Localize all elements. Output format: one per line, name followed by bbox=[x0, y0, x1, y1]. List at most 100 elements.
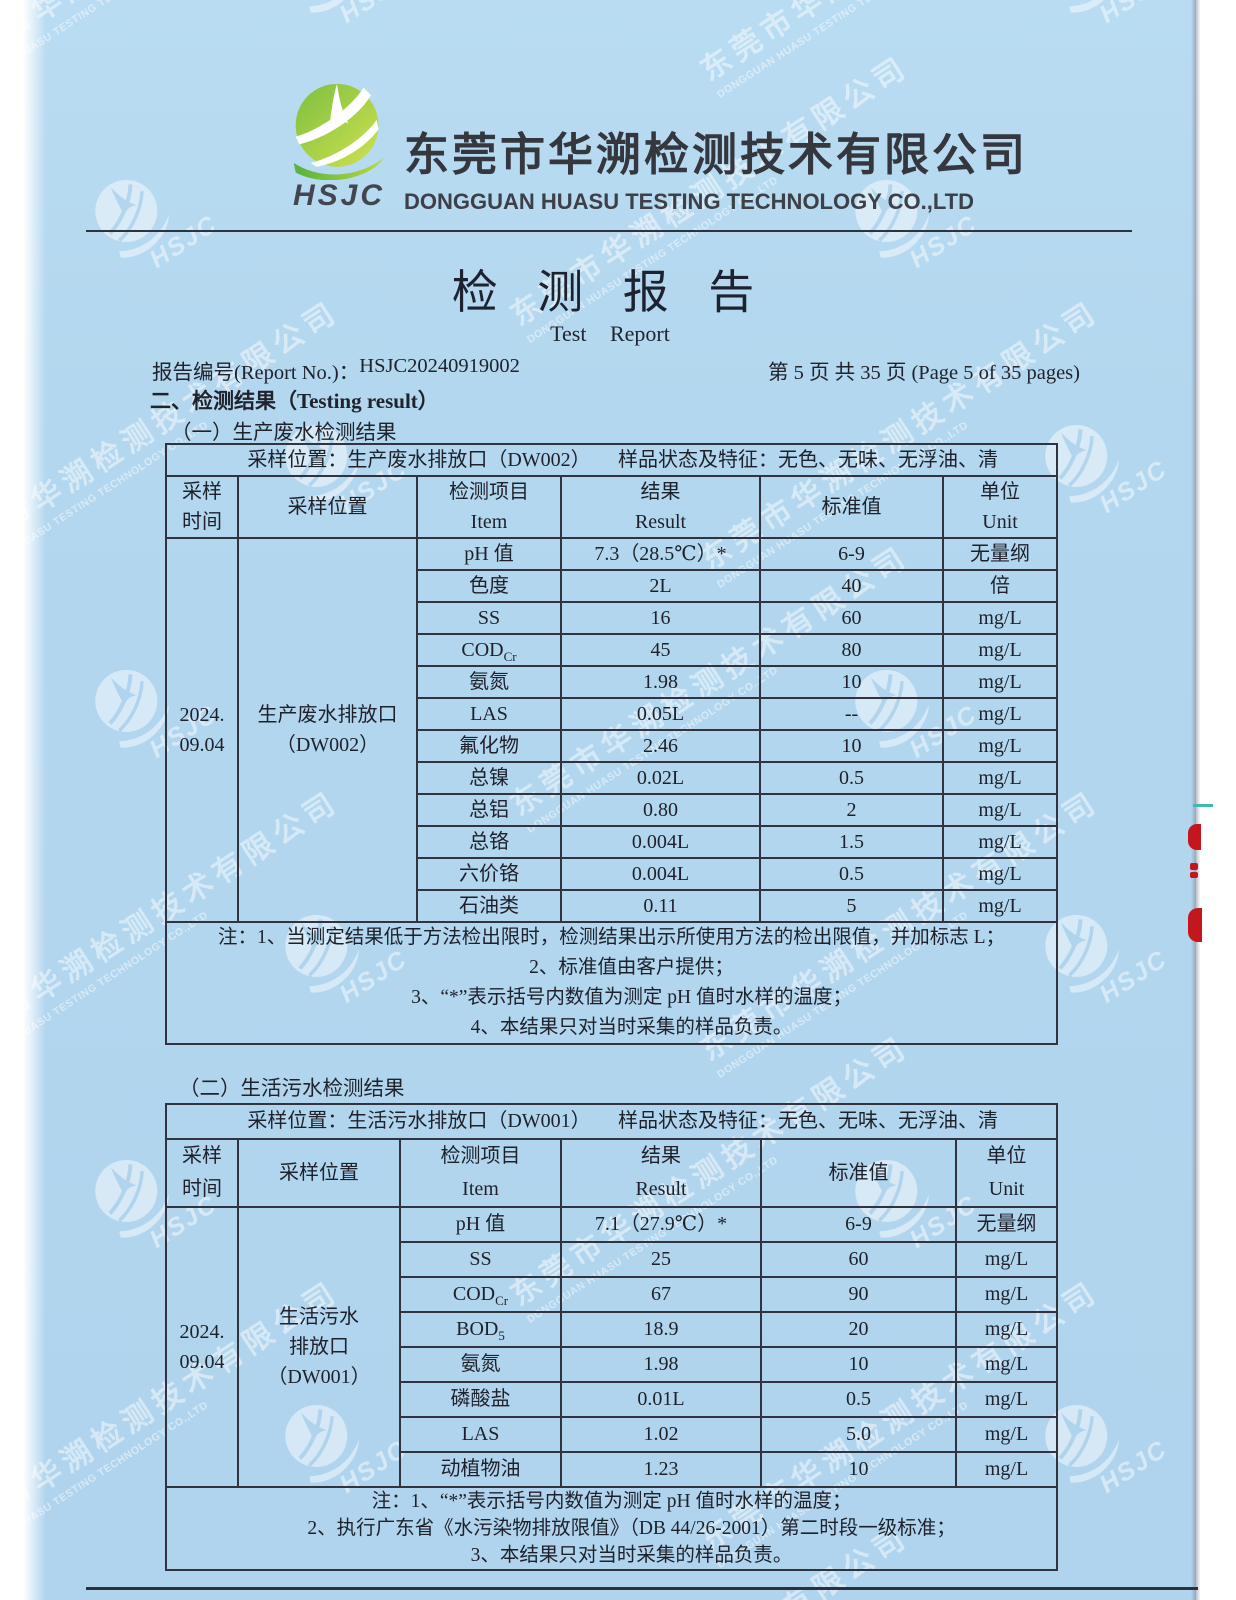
section-testing-result: 二、检测结果（Testing result） bbox=[150, 389, 439, 413]
standard-cell: 2 bbox=[759, 793, 944, 827]
sample-info-row: 采样位置：生产废水排放口（DW002） 样品状态及特征：无色、无味、无浮油、清 bbox=[164, 443, 1059, 477]
result-cell: 1.02 bbox=[560, 1416, 762, 1453]
red-stamp-edge-mark bbox=[1190, 863, 1198, 870]
company-names: 东莞市华溯检测技术有限公司 DONGGUAN HUASU TESTING TEC… bbox=[404, 118, 1028, 215]
table-header-row: 采样 时间 采样位置 检测项目 Item 结果 Result 标准值 单位 Un… bbox=[165, 1138, 1059, 1208]
col-header-location: 采样位置 bbox=[237, 1138, 401, 1208]
item-cell: LAS bbox=[416, 697, 562, 731]
table-row: 2024. 09.04 生活污水 排放口 （DW001） pH 值 7.1（27.9℃… bbox=[165, 1206, 1059, 1488]
page-indicator: 第 5 页 共 35 页 (Page 5 of 35 pages) bbox=[767, 362, 1080, 384]
note-line: 4、本结果只对当时采集的样品负责。 bbox=[470, 1017, 793, 1038]
col-header-item: 检测项目 Item bbox=[416, 475, 562, 539]
sample-state-text: 样品状态及特征：无色、无味、无浮油、清 bbox=[618, 449, 999, 471]
table-row: SS 25 60 mg/L bbox=[166, 1241, 1059, 1278]
standard-cell: 10 bbox=[760, 1346, 957, 1383]
item-cell: 总镍 bbox=[416, 761, 562, 795]
unit-cell: mg/L bbox=[941, 761, 1059, 795]
company-name-cn: 东莞市华溯检测技术有限公司 bbox=[404, 129, 1029, 180]
sample-state-text: 样品状态及特征：无色、无味、无浮油、清 bbox=[618, 1110, 999, 1132]
item-cell: 磷酸盐 bbox=[399, 1381, 562, 1418]
result-cell: 2.46 bbox=[560, 729, 761, 763]
table-row: 动植物油 1.23 10 mg/L bbox=[166, 1451, 1059, 1488]
table-row: 氨氮 1.98 10 mg/L bbox=[166, 665, 1059, 699]
company-logo: HSJC bbox=[281, 82, 397, 213]
table-row: 六价铬 0.004L 0.5 mg/L bbox=[166, 857, 1059, 891]
unit-cell: mg/L bbox=[954, 1311, 1059, 1348]
unit-cell: mg/L bbox=[941, 665, 1059, 699]
table-row: 总铬 0.004L 1.5 mg/L bbox=[166, 825, 1059, 859]
result-cell: 0.004L bbox=[560, 825, 761, 859]
unit-cell: 无量纲 bbox=[941, 537, 1059, 571]
result-cell: 67 bbox=[560, 1276, 762, 1313]
result-cell: 16 bbox=[560, 601, 761, 635]
note-line: 注：1、“*”表示括号内数值为测定 pH 值时水样的温度； bbox=[371, 1491, 852, 1512]
note-line: 2、执行广东省《水污染物排放限值》（DB 44/26-2001）第二时段一级标准… bbox=[307, 1518, 956, 1539]
table-row: 2024. 09.04 生产废水排放口 （DW002） pH 值 7.3（28.5℃）… bbox=[165, 537, 1059, 923]
col-header-result: 结果 Result bbox=[560, 1138, 762, 1208]
result-cell: 2L bbox=[560, 569, 761, 603]
table-row: LAS 0.05L -- mg/L bbox=[166, 697, 1059, 731]
standard-cell: 60 bbox=[760, 1241, 957, 1278]
item-cell: 氟化物 bbox=[416, 729, 562, 763]
col-header-standard: 标准值 bbox=[759, 475, 944, 539]
unit-cell: mg/L bbox=[954, 1416, 1059, 1453]
standard-cell: 0.5 bbox=[759, 761, 944, 795]
production-wastewater-table: 采样位置：生产废水排放口（DW002） 样品状态及特征：无色、无味、无浮油、清 … bbox=[164, 443, 1059, 1045]
domestic-sewage-table: 采样位置：生活污水排放口（DW001） 样品状态及特征：无色、无味、无浮油、清 … bbox=[164, 1103, 1059, 1571]
report-title-cn: 检 测 报 告 bbox=[451, 267, 769, 318]
unit-cell: mg/L bbox=[941, 825, 1059, 859]
item-cell: pH 值 bbox=[399, 1206, 562, 1243]
item-cell: 动植物油 bbox=[399, 1451, 562, 1488]
unit-cell: mg/L bbox=[954, 1381, 1059, 1418]
note-line: 注：1、当测定结果低于方法检出限时，检测结果出示所使用方法的检出限值，并加标志 … bbox=[218, 927, 1006, 948]
result-cell: 0.11 bbox=[560, 889, 761, 923]
unit-cell: mg/L bbox=[941, 889, 1059, 923]
result-cell: 25 bbox=[560, 1241, 762, 1278]
standard-cell: 5 bbox=[759, 889, 944, 923]
table-row: CODCr 67 90 mg/L bbox=[166, 1276, 1059, 1313]
standard-cell: 20 bbox=[760, 1311, 957, 1348]
scan-left-edge bbox=[0, 0, 46, 1600]
item-cell: 总铬 bbox=[416, 825, 562, 859]
item-cell: 石油类 bbox=[416, 889, 562, 923]
result-cell: 0.004L bbox=[560, 857, 761, 891]
result-cell: 1.98 bbox=[560, 1346, 762, 1383]
result-cell: 7.3（28.5℃）* bbox=[560, 537, 761, 571]
col-header-unit: 单位 Unit bbox=[954, 1138, 1059, 1208]
standard-cell: 0.5 bbox=[759, 857, 944, 891]
table-notes: 注：1、“*”表示括号内数值为测定 pH 值时水样的温度； 2、执行广东省《水污染… bbox=[164, 1486, 1059, 1571]
table-header-row: 采样 时间 采样位置 检测项目 Item 结果 Result 标准值 单位 Un… bbox=[165, 475, 1059, 539]
standard-cell: 10 bbox=[759, 665, 944, 699]
item-cell: 色度 bbox=[416, 569, 562, 603]
unit-cell: 倍 bbox=[941, 569, 1059, 603]
table-row: 总镍 0.02L 0.5 mg/L bbox=[166, 761, 1059, 795]
sample-location-cell: 生产废水排放口 （DW002） bbox=[237, 537, 418, 923]
unit-cell: 无量纲 bbox=[954, 1206, 1059, 1243]
result-cell: 0.02L bbox=[560, 761, 761, 795]
red-stamp-edge-mark bbox=[1188, 824, 1201, 850]
table-row: 总铝 0.80 2 mg/L bbox=[166, 793, 1059, 827]
standard-cell: -- bbox=[759, 697, 944, 731]
unit-cell: mg/L bbox=[941, 601, 1059, 635]
col-header-standard: 标准值 bbox=[760, 1138, 957, 1208]
company-name-en: DONGGUAN HUASU TESTING TECHNOLOGY CO.,LT… bbox=[404, 189, 974, 214]
sampling-location-text: 采样位置：生活污水排放口（DW001） bbox=[247, 1110, 591, 1132]
table-row: 氟化物 2.46 10 mg/L bbox=[166, 729, 1059, 763]
logo-wordmark: HSJC bbox=[292, 179, 386, 212]
standard-cell: 60 bbox=[759, 601, 944, 635]
table-row: LAS 1.02 5.0 mg/L bbox=[166, 1416, 1059, 1453]
note-line: 2、标准值由客户提供； bbox=[529, 957, 734, 978]
item-cell: SS bbox=[399, 1241, 562, 1278]
item-cell: CODCr bbox=[416, 633, 562, 667]
report-no-value: HSJC20240919002 bbox=[359, 355, 520, 377]
unit-cell: mg/L bbox=[954, 1241, 1059, 1278]
standard-cell: 1.5 bbox=[759, 825, 944, 859]
table-row: 色度 2L 40 倍 bbox=[166, 569, 1059, 603]
result-cell: 45 bbox=[560, 633, 761, 667]
standard-cell: 0.5 bbox=[760, 1381, 957, 1418]
unit-cell: mg/L bbox=[941, 793, 1059, 827]
result-cell: 1.98 bbox=[560, 665, 761, 699]
result-cell: 1.23 bbox=[560, 1451, 762, 1488]
unit-cell: mg/L bbox=[941, 697, 1059, 731]
